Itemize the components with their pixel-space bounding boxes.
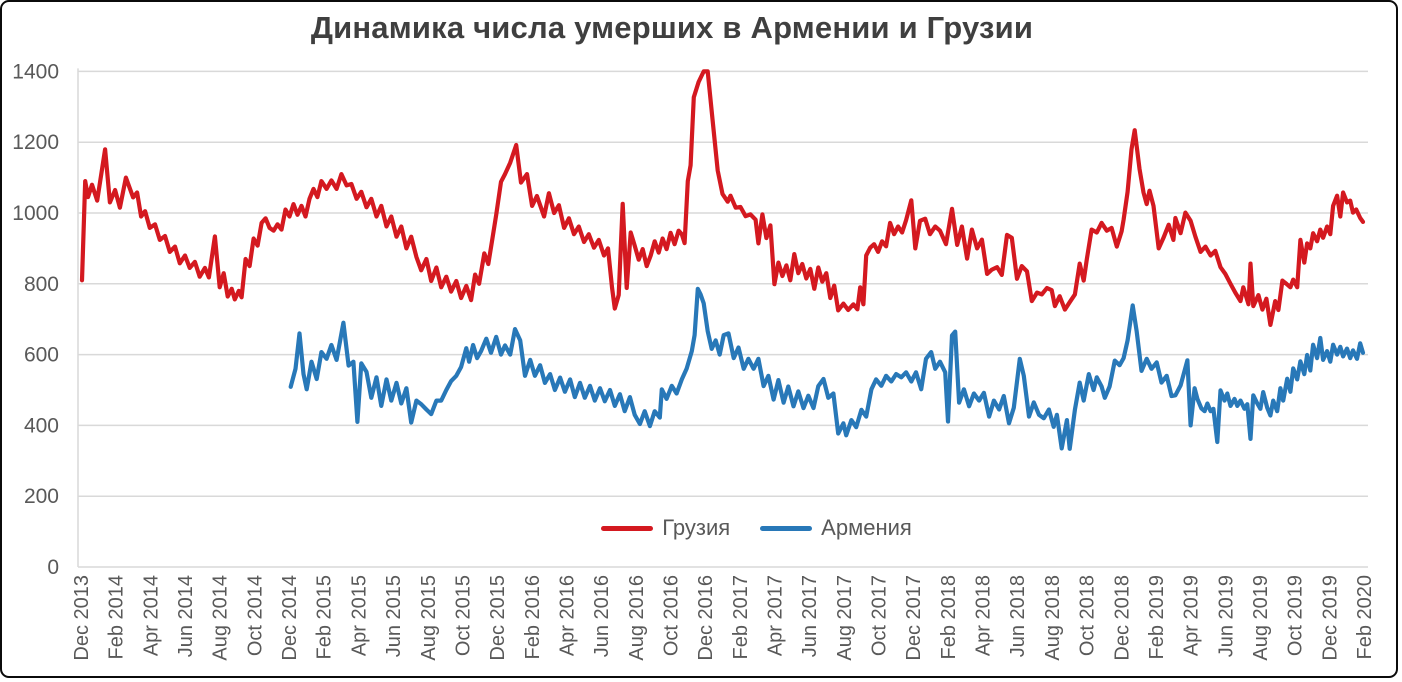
x-tick-label: Oct 2014 [244,575,266,656]
x-tick-label: Oct 2018 [1077,575,1099,656]
x-tick-label: Dec 2016 [695,575,717,661]
y-tick-label: 0 [47,556,59,579]
x-tick-label: Jun 2016 [591,575,613,657]
x-tick-label: Feb 2015 [314,575,336,660]
x-tick-label: Apr 2017 [765,575,787,656]
x-tick-label: Jun 2014 [175,575,197,657]
chart-title: Динамика числа умерших в Армении и Грузи… [310,10,1034,45]
x-tick-label: Apr 2018 [973,575,995,656]
x-tick-label: Aug 2015 [418,575,440,661]
x-tick-label: Dec 2015 [487,575,509,661]
x-tick-label: Feb 2016 [522,575,544,660]
y-tick-label: 800 [24,273,59,296]
x-tick-label: Jun 2017 [799,575,821,657]
x-tick-label: Dec 2014 [279,575,301,661]
x-tick-label: Jun 2015 [383,575,405,657]
series-line-Грузия [79,69,1366,327]
x-tick-label: Apr 2019 [1181,575,1203,656]
x-tick-label: Oct 2017 [869,575,891,656]
x-tick-label: Dec 2013 [71,575,93,661]
x-tick-label: Oct 2016 [660,575,682,656]
y-tick-label: 200 [24,485,59,508]
x-tick-label: Feb 2018 [938,575,960,660]
x-tick-label: Dec 2018 [1111,575,1133,661]
y-tick-label: 1000 [12,202,59,225]
x-tick-label: Dec 2017 [903,575,925,661]
x-tick-label: Oct 2015 [452,575,474,656]
legend-item-armenia: Армения [760,515,912,541]
x-tick-label: Aug 2016 [626,575,648,661]
y-tick-label: 400 [24,414,59,437]
series-line-Армения [288,286,1366,451]
x-tick-label: Oct 2019 [1285,575,1307,656]
armenia-line-swatch-icon [760,525,813,531]
x-tick-label: Apr 2014 [140,575,162,656]
x-tick-label: Dec 2019 [1319,575,1341,661]
legend-label-georgia: Грузия [662,515,731,540]
x-tick-label: Feb 2019 [1146,575,1168,660]
x-tick-label: Apr 2016 [556,575,578,656]
x-tick-label: Aug 2019 [1250,575,1272,661]
x-tick-label: Jun 2019 [1215,575,1237,657]
chart-legend: Грузия Армения [117,515,1396,541]
y-tick-label: 1200 [12,131,59,154]
georgia-line-swatch-icon [601,525,654,531]
x-tick-label: Jun 2018 [1007,575,1029,657]
y-tick-label: 1400 [12,60,59,83]
x-tick-label: Aug 2018 [1042,575,1064,661]
legend-label-armenia: Армения [821,515,912,540]
legend-item-georgia: Грузия [601,515,730,541]
x-tick-label: Aug 2017 [834,575,856,661]
x-tick-label: Feb 2014 [106,575,128,660]
x-tick-label: Apr 2015 [348,575,370,656]
x-tick-label: Feb 2017 [730,575,752,660]
x-tick-label: Feb 2020 [1354,575,1376,660]
y-tick-label: 600 [24,344,59,367]
x-tick-label: Aug 2014 [210,575,232,661]
